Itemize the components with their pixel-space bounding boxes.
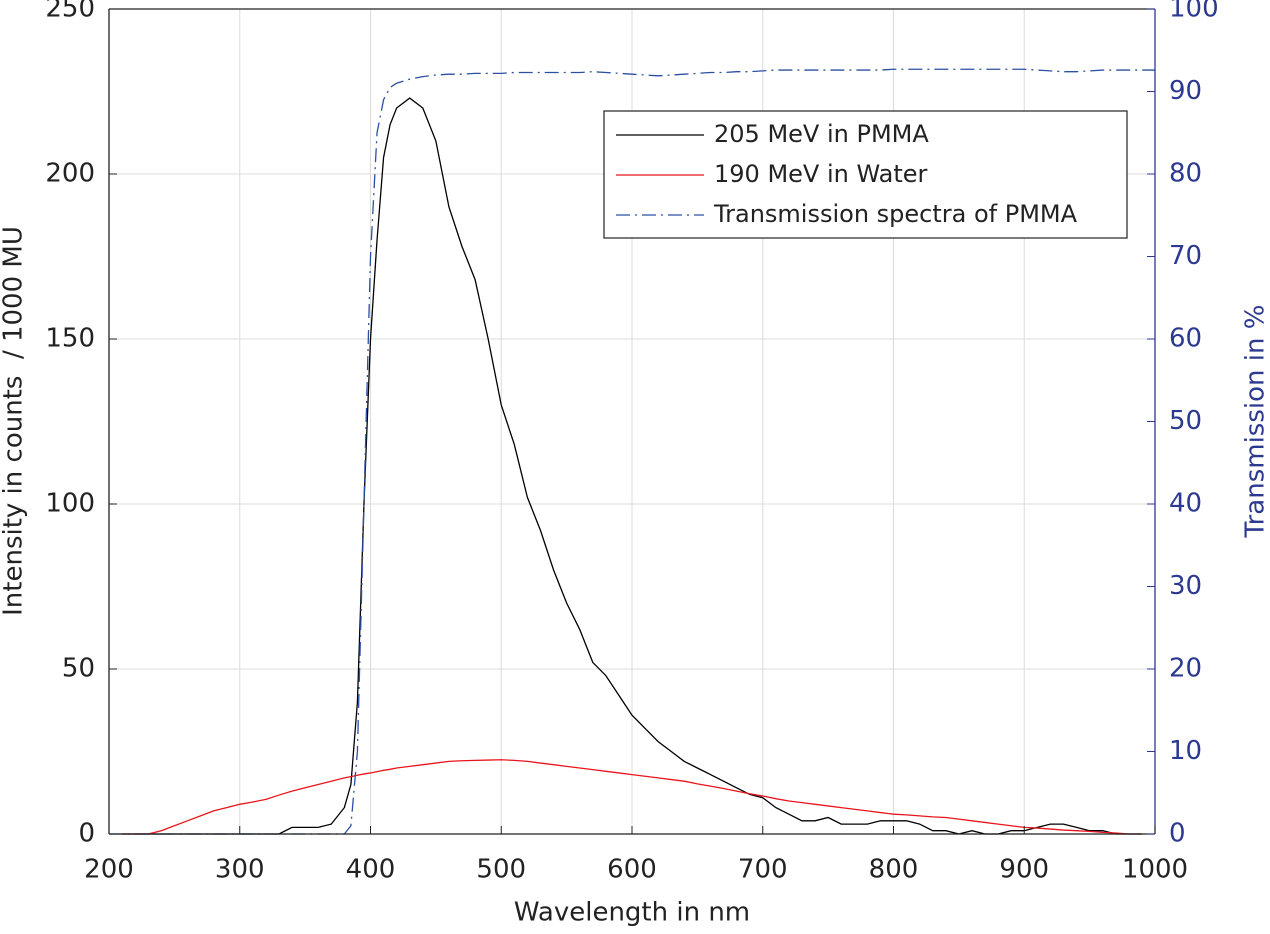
y2-tick-label: 10 [1169, 736, 1202, 766]
y-tick-label: 250 [45, 0, 95, 24]
y2-tick-label: 70 [1169, 241, 1202, 271]
y2-tick-label: 40 [1169, 489, 1202, 519]
y2-tick-label: 60 [1169, 324, 1202, 354]
x-tick-label: 400 [346, 855, 396, 885]
x-axis-title: Wavelength in nm [514, 898, 750, 928]
y2-tick-label: 100 [1169, 0, 1219, 24]
y2-tick-label: 50 [1169, 406, 1202, 436]
x-tick-label: 900 [999, 855, 1049, 885]
x-tick-label: 600 [607, 855, 657, 885]
y2-tick-label: 0 [1169, 819, 1186, 849]
series-line [122, 97, 1142, 835]
y-tick-label: 150 [45, 324, 95, 354]
y2-tick-label: 30 [1169, 571, 1202, 601]
x-tick-label: 500 [476, 855, 526, 885]
x-tick-label: 1000 [1122, 855, 1188, 885]
y-tick-label: 0 [78, 819, 95, 849]
y-axis-title: Intensity in counts / 1000 MU [0, 226, 29, 616]
legend-label: 190 MeV in Water [714, 160, 928, 188]
y-tick-label: 50 [62, 654, 95, 684]
y2-tick-label: 20 [1169, 654, 1202, 684]
x-tick-label: 800 [869, 855, 919, 885]
legend-label: Transmission spectra of PMMA [713, 200, 1078, 228]
y-tick-label: 100 [45, 489, 95, 519]
x-tick-label: 300 [215, 855, 265, 885]
y2-tick-label: 90 [1169, 76, 1202, 106]
x-tick-label: 700 [738, 855, 788, 885]
x-tick-label: 200 [84, 855, 134, 885]
legend-label: 205 MeV in PMMA [714, 120, 929, 148]
y-tick-label: 200 [45, 159, 95, 189]
series-line [122, 759, 1142, 835]
y2-axis-title: Transmission in % [1241, 305, 1270, 539]
y2-tick-label: 80 [1169, 159, 1202, 189]
